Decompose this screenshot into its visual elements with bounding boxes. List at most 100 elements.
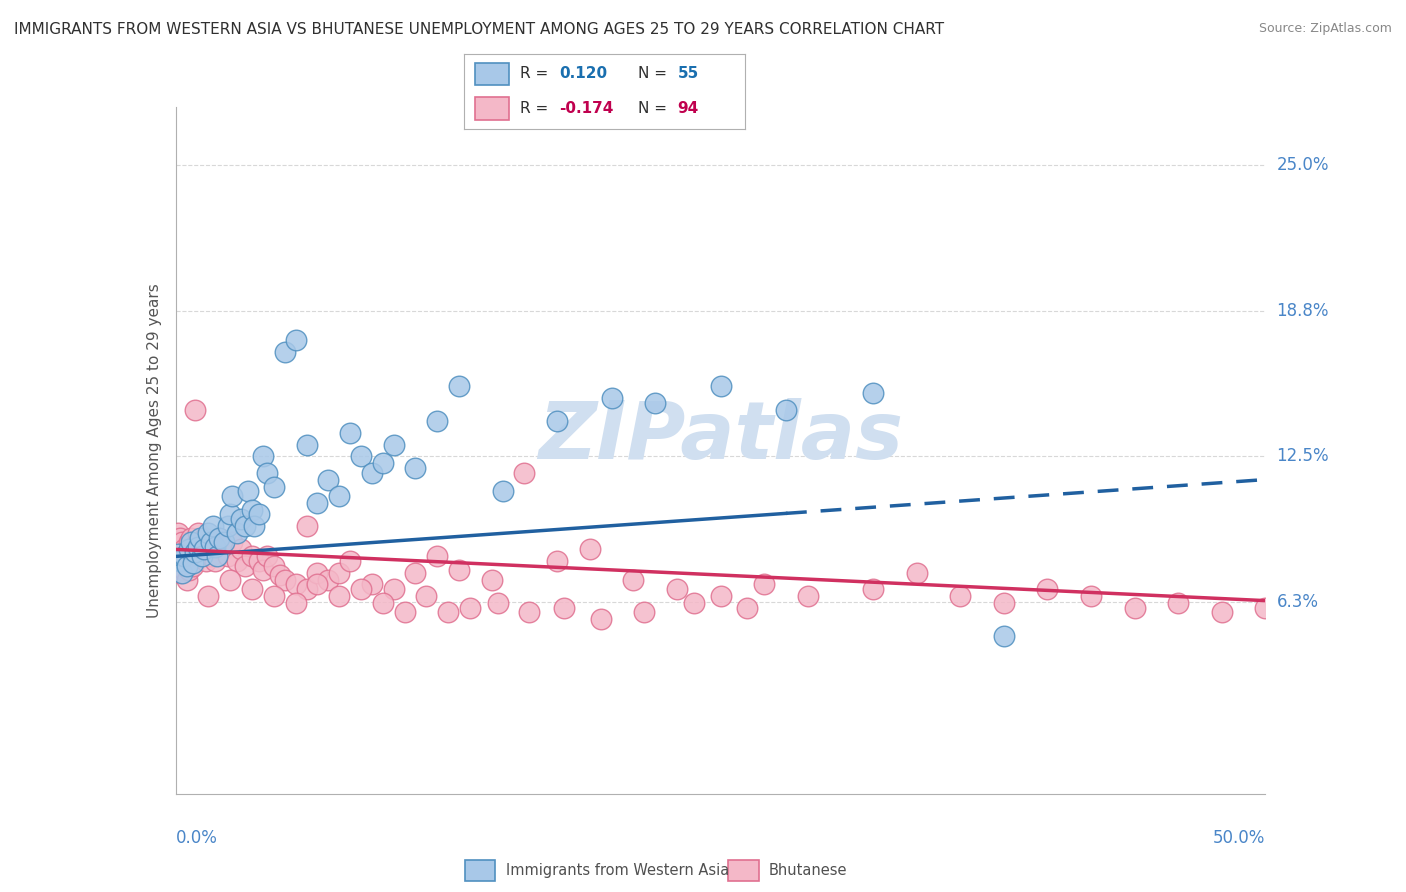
- Point: [371, 596, 394, 610]
- Point: [212, 535, 235, 549]
- Point: [735, 600, 758, 615]
- Point: [217, 549, 239, 564]
- Point: [186, 549, 209, 564]
- Point: [284, 596, 307, 610]
- Point: [553, 600, 575, 615]
- Point: [240, 549, 263, 564]
- Point: [339, 554, 361, 568]
- Point: [243, 519, 266, 533]
- Point: [167, 558, 190, 573]
- Point: [219, 573, 242, 587]
- Point: [644, 395, 666, 409]
- Point: [191, 549, 214, 564]
- Point: [225, 554, 247, 568]
- Point: [600, 391, 623, 405]
- Point: [949, 589, 972, 603]
- Point: [307, 566, 329, 580]
- Point: [295, 519, 318, 533]
- Point: [405, 566, 427, 580]
- Point: [328, 589, 350, 603]
- Point: [235, 519, 257, 533]
- Point: [513, 466, 536, 480]
- Point: [862, 386, 884, 401]
- Point: [415, 589, 437, 603]
- Point: [284, 333, 307, 347]
- Point: [274, 344, 297, 359]
- Point: [188, 535, 211, 549]
- Point: [274, 573, 297, 587]
- Text: 18.8%: 18.8%: [1277, 301, 1329, 319]
- Point: [546, 554, 568, 568]
- Point: [201, 535, 224, 549]
- Point: [169, 531, 191, 545]
- Point: [710, 589, 733, 603]
- Text: Immigrants from Western Asia: Immigrants from Western Asia: [506, 863, 728, 878]
- Bar: [465, 861, 495, 880]
- Point: [200, 549, 222, 564]
- Point: [1211, 605, 1233, 619]
- Point: [993, 596, 1015, 610]
- Point: [176, 554, 198, 568]
- Point: [517, 605, 540, 619]
- Point: [360, 466, 382, 480]
- Text: 50.0%: 50.0%: [1213, 829, 1265, 847]
- Point: [176, 558, 198, 573]
- Point: [191, 545, 214, 559]
- Point: [169, 554, 191, 568]
- Point: [177, 535, 200, 549]
- Text: IMMIGRANTS FROM WESTERN ASIA VS BHUTANESE UNEMPLOYMENT AMONG AGES 25 TO 29 YEARS: IMMIGRANTS FROM WESTERN ASIA VS BHUTANES…: [14, 22, 945, 37]
- Point: [666, 582, 689, 596]
- Point: [197, 526, 219, 541]
- Point: [173, 563, 195, 577]
- Text: N =: N =: [638, 102, 672, 116]
- Point: [184, 402, 207, 417]
- Point: [205, 549, 228, 564]
- Point: [188, 531, 211, 545]
- Point: [176, 573, 198, 587]
- Point: [221, 489, 243, 503]
- Point: [173, 542, 195, 557]
- Point: [172, 566, 194, 580]
- Point: [181, 558, 204, 573]
- Point: [426, 414, 449, 428]
- Point: [447, 379, 470, 393]
- Point: [621, 573, 644, 587]
- Bar: [475, 62, 509, 86]
- Point: [1080, 589, 1102, 603]
- Point: [339, 425, 361, 440]
- Point: [1254, 600, 1277, 615]
- Point: [219, 508, 242, 522]
- Text: 12.5%: 12.5%: [1277, 447, 1329, 466]
- Point: [683, 596, 706, 610]
- Point: [193, 542, 215, 557]
- Point: [546, 414, 568, 428]
- Point: [458, 600, 481, 615]
- Point: [167, 526, 190, 541]
- Point: [252, 450, 274, 464]
- Text: R =: R =: [520, 102, 554, 116]
- Text: R =: R =: [520, 67, 554, 81]
- Point: [589, 612, 612, 626]
- Point: [862, 582, 884, 596]
- Point: [172, 535, 194, 549]
- Point: [172, 554, 194, 568]
- Point: [200, 535, 222, 549]
- Point: [775, 402, 797, 417]
- Point: [394, 605, 416, 619]
- Point: [295, 582, 318, 596]
- Point: [263, 558, 285, 573]
- Point: [181, 540, 204, 554]
- Point: [204, 554, 226, 568]
- Point: [167, 540, 190, 554]
- Point: [225, 526, 247, 541]
- Text: Bhutanese: Bhutanese: [769, 863, 848, 878]
- Text: -0.174: -0.174: [560, 102, 614, 116]
- Point: [247, 508, 270, 522]
- Point: [905, 566, 928, 580]
- Point: [186, 526, 209, 541]
- Point: [195, 554, 218, 568]
- Bar: [728, 861, 759, 880]
- Point: [371, 456, 394, 470]
- Y-axis label: Unemployment Among Ages 25 to 29 years: Unemployment Among Ages 25 to 29 years: [146, 283, 162, 618]
- Text: 0.120: 0.120: [560, 67, 607, 81]
